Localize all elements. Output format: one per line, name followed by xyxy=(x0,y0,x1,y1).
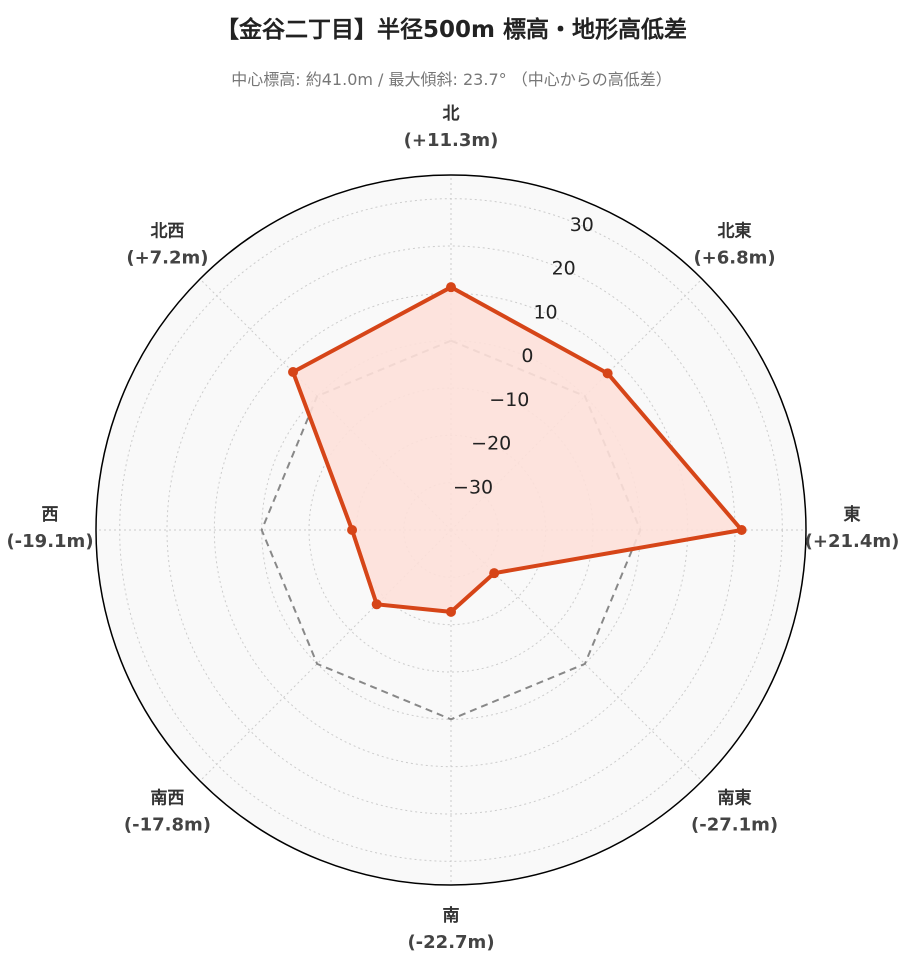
grid-spoke xyxy=(450,278,703,531)
data-point xyxy=(347,525,358,535)
outer-circle xyxy=(95,174,807,886)
data-point xyxy=(736,525,747,535)
direction-label: 南 xyxy=(443,905,460,926)
direction-label: 北西 xyxy=(150,221,184,241)
chart-title: 【金谷二丁目】半径500m 標高・地形高低差 xyxy=(216,17,687,43)
value-label: (+6.8m) xyxy=(693,247,775,268)
direction-label: 西 xyxy=(42,505,59,525)
value-label: (-22.7m) xyxy=(407,932,494,953)
direction-label: 北 xyxy=(443,104,460,124)
data-point xyxy=(602,368,613,379)
radial-tick-label: 10 xyxy=(533,301,557,323)
data-point xyxy=(446,282,456,293)
value-label: (-17.8m) xyxy=(124,815,211,836)
value-label: (+21.4m) xyxy=(805,531,900,552)
direction-label: 北東 xyxy=(718,220,752,241)
data-point xyxy=(288,367,299,378)
radial-tick-label: −10 xyxy=(489,389,529,411)
radial-tick-label: −20 xyxy=(471,433,511,455)
data-point xyxy=(489,568,500,579)
value-label: (-27.1m) xyxy=(691,815,778,836)
direction-label: 南東 xyxy=(718,788,752,809)
grid-spoke xyxy=(199,278,452,531)
value-label: (+11.3m) xyxy=(404,130,499,151)
chart-subtitle: 中心標高: 約41.0m / 最大傾斜: 23.7° （中心からの高低差） xyxy=(231,70,672,89)
radial-tick-label: −30 xyxy=(453,476,493,498)
grid-spoke xyxy=(199,529,452,782)
radial-tick-label: 0 xyxy=(521,345,533,367)
data-point xyxy=(446,606,456,617)
direction-label: 南西 xyxy=(150,788,184,809)
direction-label: 東 xyxy=(844,504,861,525)
radial-tick-label: 20 xyxy=(552,258,576,280)
grid-spoke xyxy=(450,529,703,782)
radial-tick-label: 30 xyxy=(570,214,594,236)
data-point xyxy=(371,599,382,610)
value-label: (+7.2m) xyxy=(126,247,208,268)
value-label: (-19.1m) xyxy=(6,531,93,552)
